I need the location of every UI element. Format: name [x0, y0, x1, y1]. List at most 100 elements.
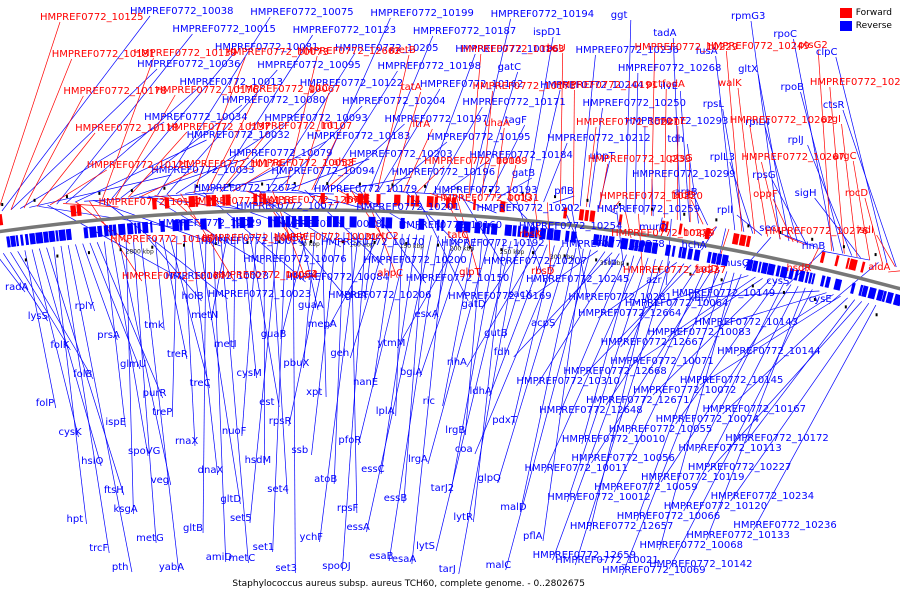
feature-label: rbsU: [543, 43, 566, 54]
label-leader-line: [588, 107, 603, 208]
feature-label: HMPREF0772_10133: [686, 530, 789, 541]
feature-label: HMPREF0772_10199: [370, 8, 473, 19]
label-leader-line: [521, 199, 528, 203]
feature-label: sec: [759, 223, 776, 234]
label-leader-line: [416, 165, 445, 193]
reverse-feature: [721, 254, 729, 267]
reverse-feature: [200, 218, 207, 230]
feature-label: gatB: [512, 168, 535, 179]
feature-label: HMPREF0772_12671: [586, 395, 689, 406]
reverse-feature: [604, 235, 609, 247]
label-leader-line: [96, 242, 163, 399]
feature-label: HMPREF0772_10012: [547, 492, 650, 503]
forward-feature: [664, 221, 669, 233]
feature-label: tmk: [144, 320, 164, 331]
feature-label: argI: [822, 114, 841, 125]
feature-label: dnaX: [198, 465, 224, 476]
feature-label: set3: [275, 563, 297, 574]
feature-label: spoOJ: [322, 561, 351, 572]
feature-mark: [747, 224, 750, 228]
feature-label: glmU: [120, 359, 146, 370]
feature-mark: [341, 240, 344, 244]
feature-label: HMPREF0772_10145: [680, 375, 783, 386]
label-leader-line: [771, 179, 808, 246]
label-leader-line: [321, 232, 327, 398]
feature-label: nuoF: [222, 426, 247, 437]
feature-label: rlmB: [802, 241, 826, 252]
feature-label: HMPREF0772_10056: [571, 453, 674, 464]
feature-label: sigH: [795, 188, 817, 199]
label-leader-line: [63, 203, 119, 208]
label-leader-line: [147, 237, 202, 302]
feature-label: HMPREF0772_10262: [730, 115, 833, 126]
label-leader-line: [84, 192, 214, 202]
reverse-feature: [592, 234, 600, 246]
feature-label: HMPREF0772_10071: [610, 356, 713, 367]
reverse-feature: [751, 260, 759, 273]
forward-feature: [406, 195, 410, 207]
reverse-feature: [97, 225, 103, 238]
label-leader-line: [272, 232, 287, 553]
label-leader-line: [129, 157, 250, 198]
reverse-feature: [273, 216, 281, 228]
feature-label: tatA: [401, 82, 422, 93]
label-leader-line: [359, 190, 427, 284]
feature-label: HMPREF0772_10059: [594, 482, 697, 493]
reverse-feature: [311, 216, 319, 228]
feature-label: argC: [833, 151, 856, 162]
reverse-feature: [490, 223, 498, 235]
reverse-feature: [807, 272, 813, 284]
feature-label: brnQ: [508, 192, 533, 203]
label-leader-line: [544, 256, 642, 474]
reverse-feature: [858, 284, 864, 296]
label-leader-line: [263, 232, 265, 466]
feature-label: HMPREF0772_10083: [648, 327, 751, 338]
reverse-feature: [89, 226, 97, 238]
label-leader-line: [162, 236, 188, 360]
feature-label: guaB: [261, 329, 287, 340]
label-leader-line: [219, 130, 270, 193]
feature-label: HMPREF0772_10055: [609, 424, 712, 435]
feature-label: HMPREF0772_10067: [237, 84, 340, 95]
feature-mark: [163, 186, 166, 190]
forward-feature: [222, 194, 226, 206]
label-leader-line: [800, 91, 844, 254]
label-leader-line: [180, 193, 234, 281]
label-leader-line: [821, 250, 870, 261]
feature-label: rpsL: [703, 99, 725, 110]
forward-feature: [164, 197, 170, 209]
reverse-feature: [693, 249, 701, 262]
feature-label: lysS: [28, 311, 48, 322]
label-leader-line: [206, 93, 258, 193]
feature-label: HMPREF0772_10073: [225, 47, 328, 58]
label-leader-line: [276, 105, 363, 191]
feature-label: ispE: [105, 417, 126, 428]
feature-labels: HMPREF0772_10038HMPREF0772_10036HMPREF07…: [5, 6, 900, 576]
label-leader-line: [304, 189, 384, 266]
label-leader-line: [65, 86, 200, 204]
legend: Forward Reverse: [839, 8, 892, 34]
feature-mark: [405, 242, 408, 246]
forward-feature: [578, 209, 585, 221]
label-leader-line: [324, 166, 353, 191]
reverse-feature: [534, 227, 539, 239]
label-leader-line: [349, 233, 388, 359]
feature-label: HMPREF0772_10184: [469, 150, 572, 161]
label-leader-line: [698, 282, 785, 454]
label-leader-line: [120, 104, 243, 199]
label-leader-line: [581, 255, 635, 445]
feature-label: rlp: [604, 257, 617, 268]
feature-label: HMPREF0772_10220: [599, 191, 702, 202]
label-leader-line: [47, 204, 186, 282]
label-leader-line: [49, 169, 107, 206]
reverse-feature: [521, 226, 529, 238]
label-leader-line: [628, 267, 706, 435]
reverse-feature: [298, 216, 303, 228]
feature-label: holB: [182, 291, 204, 302]
reverse-feature: [381, 217, 385, 229]
forward-feature: [451, 197, 457, 209]
reverse-feature: [706, 251, 712, 264]
feature-label: HMPREF0772_10310: [516, 376, 619, 387]
feature-mark: [65, 195, 68, 199]
feature-label: amiD: [206, 552, 233, 563]
